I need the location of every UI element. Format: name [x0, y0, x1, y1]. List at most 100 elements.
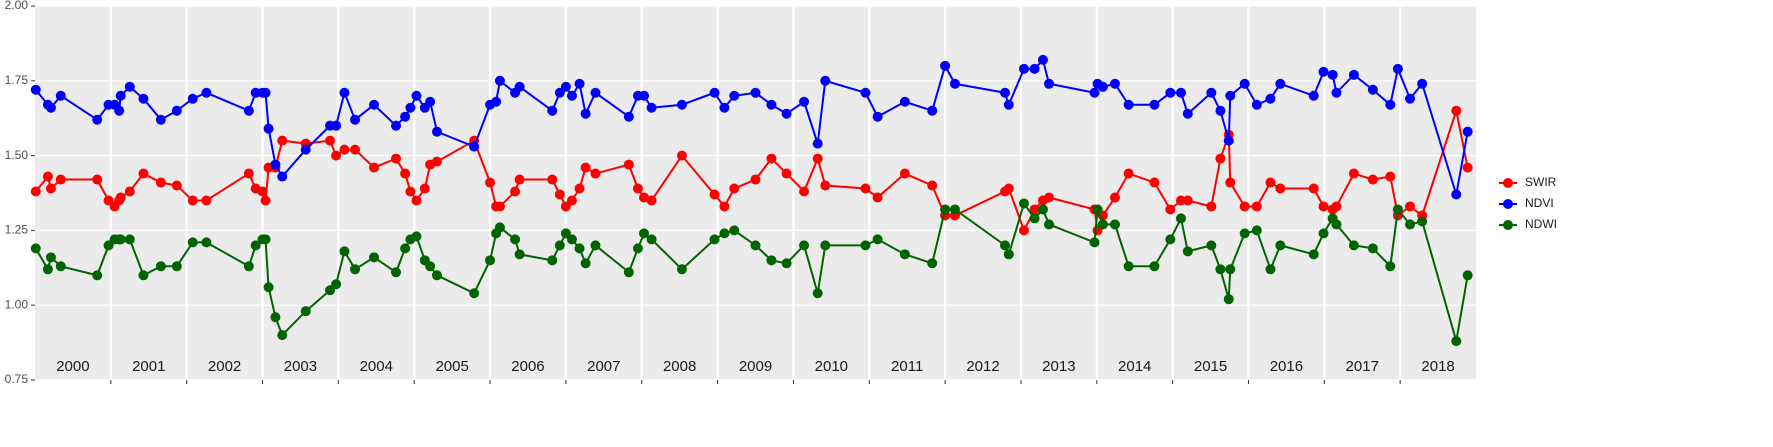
data-point [1018, 198, 1029, 209]
data-point [260, 87, 271, 98]
data-point [580, 162, 591, 173]
data-point [431, 156, 442, 167]
data-point [812, 288, 823, 299]
data-point [574, 243, 585, 254]
year-label: 2018 [1421, 358, 1454, 375]
data-point [1417, 78, 1428, 89]
data-point [1385, 99, 1396, 110]
data-point [277, 135, 288, 146]
data-point [719, 228, 730, 239]
data-point [263, 282, 274, 293]
data-point [812, 153, 823, 164]
data-point [1206, 240, 1217, 251]
data-point [187, 237, 198, 248]
data-point [1417, 216, 1428, 227]
data-point [1451, 336, 1462, 347]
data-point [369, 99, 380, 110]
data-point [820, 180, 831, 191]
year-label: 2003 [284, 358, 317, 375]
data-point [750, 174, 761, 185]
data-point [623, 159, 634, 170]
data-point [1367, 243, 1378, 254]
data-point [30, 84, 41, 95]
data-point [676, 99, 687, 110]
data-point [1405, 201, 1416, 212]
data-point [1275, 183, 1286, 194]
data-point [494, 201, 505, 212]
data-point [1392, 63, 1403, 74]
data-point [566, 90, 577, 101]
data-point [400, 243, 411, 254]
data-point [1348, 240, 1359, 251]
year-label: 2012 [966, 358, 999, 375]
data-point [632, 183, 643, 194]
data-point [676, 264, 687, 275]
data-point [623, 111, 634, 122]
data-point [1331, 87, 1342, 98]
data-point [201, 87, 212, 98]
data-point [1451, 105, 1462, 116]
data-point [1251, 201, 1262, 212]
data-point [1265, 264, 1276, 275]
data-point [1331, 201, 1342, 212]
data-point [339, 246, 350, 257]
data-point [623, 267, 634, 278]
year-label: 2001 [132, 358, 165, 375]
data-point [138, 93, 149, 104]
data-point [510, 234, 521, 245]
data-point [115, 90, 126, 101]
data-point [1092, 204, 1103, 215]
data-point [1331, 219, 1342, 230]
data-point [1165, 204, 1176, 215]
data-point [781, 108, 792, 119]
data-point [709, 234, 720, 245]
data-point [1149, 261, 1160, 272]
data-point [350, 144, 361, 155]
data-point [750, 87, 761, 98]
data-point [1318, 66, 1329, 77]
data-point [580, 258, 591, 269]
data-point [1265, 177, 1276, 188]
data-point [138, 270, 149, 281]
data-point [639, 228, 650, 239]
data-point [799, 186, 810, 197]
data-point [1149, 177, 1160, 188]
data-point [115, 234, 126, 245]
data-point [1405, 219, 1416, 230]
data-point [260, 234, 271, 245]
data-point [639, 90, 650, 101]
data-point [1044, 78, 1055, 89]
data-point [927, 258, 938, 269]
data-point [1089, 237, 1100, 248]
data-point [1003, 183, 1014, 194]
data-point [124, 81, 135, 92]
data-point [1451, 189, 1462, 200]
data-point [1265, 93, 1276, 104]
data-point [92, 114, 103, 125]
data-point [1462, 126, 1473, 137]
data-point [1175, 87, 1186, 98]
data-point [1225, 90, 1236, 101]
data-point [719, 201, 730, 212]
data-point [1392, 204, 1403, 215]
data-point [574, 183, 585, 194]
data-point [766, 255, 777, 266]
data-point [55, 261, 66, 272]
data-point [949, 204, 960, 215]
data-point [1348, 69, 1359, 80]
data-point [138, 168, 149, 179]
data-point [277, 330, 288, 341]
data-point [277, 171, 288, 182]
data-point [300, 144, 311, 155]
data-point [350, 264, 361, 275]
data-point [425, 96, 436, 107]
data-point [510, 186, 521, 197]
data-point [860, 240, 871, 251]
data-point [494, 75, 505, 86]
data-point [391, 153, 402, 164]
data-point [42, 171, 53, 182]
data-point [339, 144, 350, 155]
data-point [1223, 294, 1234, 305]
data-point [1044, 219, 1055, 230]
